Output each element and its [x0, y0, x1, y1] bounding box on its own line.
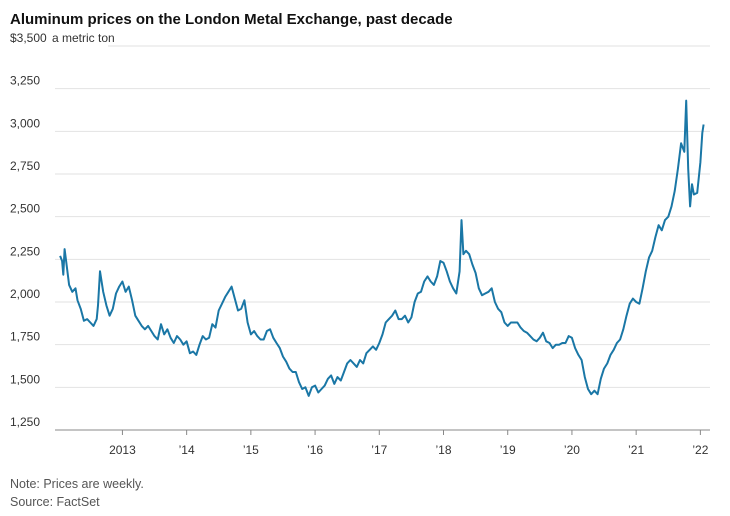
- x-tick-label: ’20: [564, 443, 580, 457]
- source: Source: FactSet: [10, 495, 100, 509]
- x-tick-label: 2013: [109, 443, 136, 457]
- y-tick-label: 2,500: [10, 202, 40, 216]
- y-tick-label: 2,250: [10, 244, 40, 258]
- y-tick-label: 3,000: [10, 116, 40, 130]
- note: Note: Prices are weekly.: [10, 477, 144, 491]
- x-tick-label: ’17: [371, 443, 387, 457]
- y-tick-label: 1,250: [10, 415, 40, 429]
- x-tick-label: ’15: [243, 443, 259, 457]
- x-tick-label: ’16: [307, 443, 323, 457]
- x-tick-label: ’14: [179, 443, 195, 457]
- x-tick-label: ’19: [500, 443, 516, 457]
- chart-title: Aluminum prices on the London Metal Exch…: [10, 11, 453, 28]
- y-tick-label: 3,250: [10, 74, 40, 88]
- y-tick-label: 2,000: [10, 287, 40, 301]
- y-unit-label: a metric ton: [52, 31, 115, 45]
- x-tick-label: ’21: [628, 443, 644, 457]
- price-line: [59, 99, 705, 397]
- y-tick-label: $3,500: [10, 31, 47, 45]
- x-tick-label: ’18: [435, 443, 451, 457]
- x-tick-label: ’22: [692, 443, 708, 457]
- y-tick-label: 1,750: [10, 330, 40, 344]
- y-tick-label: 2,750: [10, 159, 40, 173]
- y-tick-label: 1,500: [10, 372, 40, 386]
